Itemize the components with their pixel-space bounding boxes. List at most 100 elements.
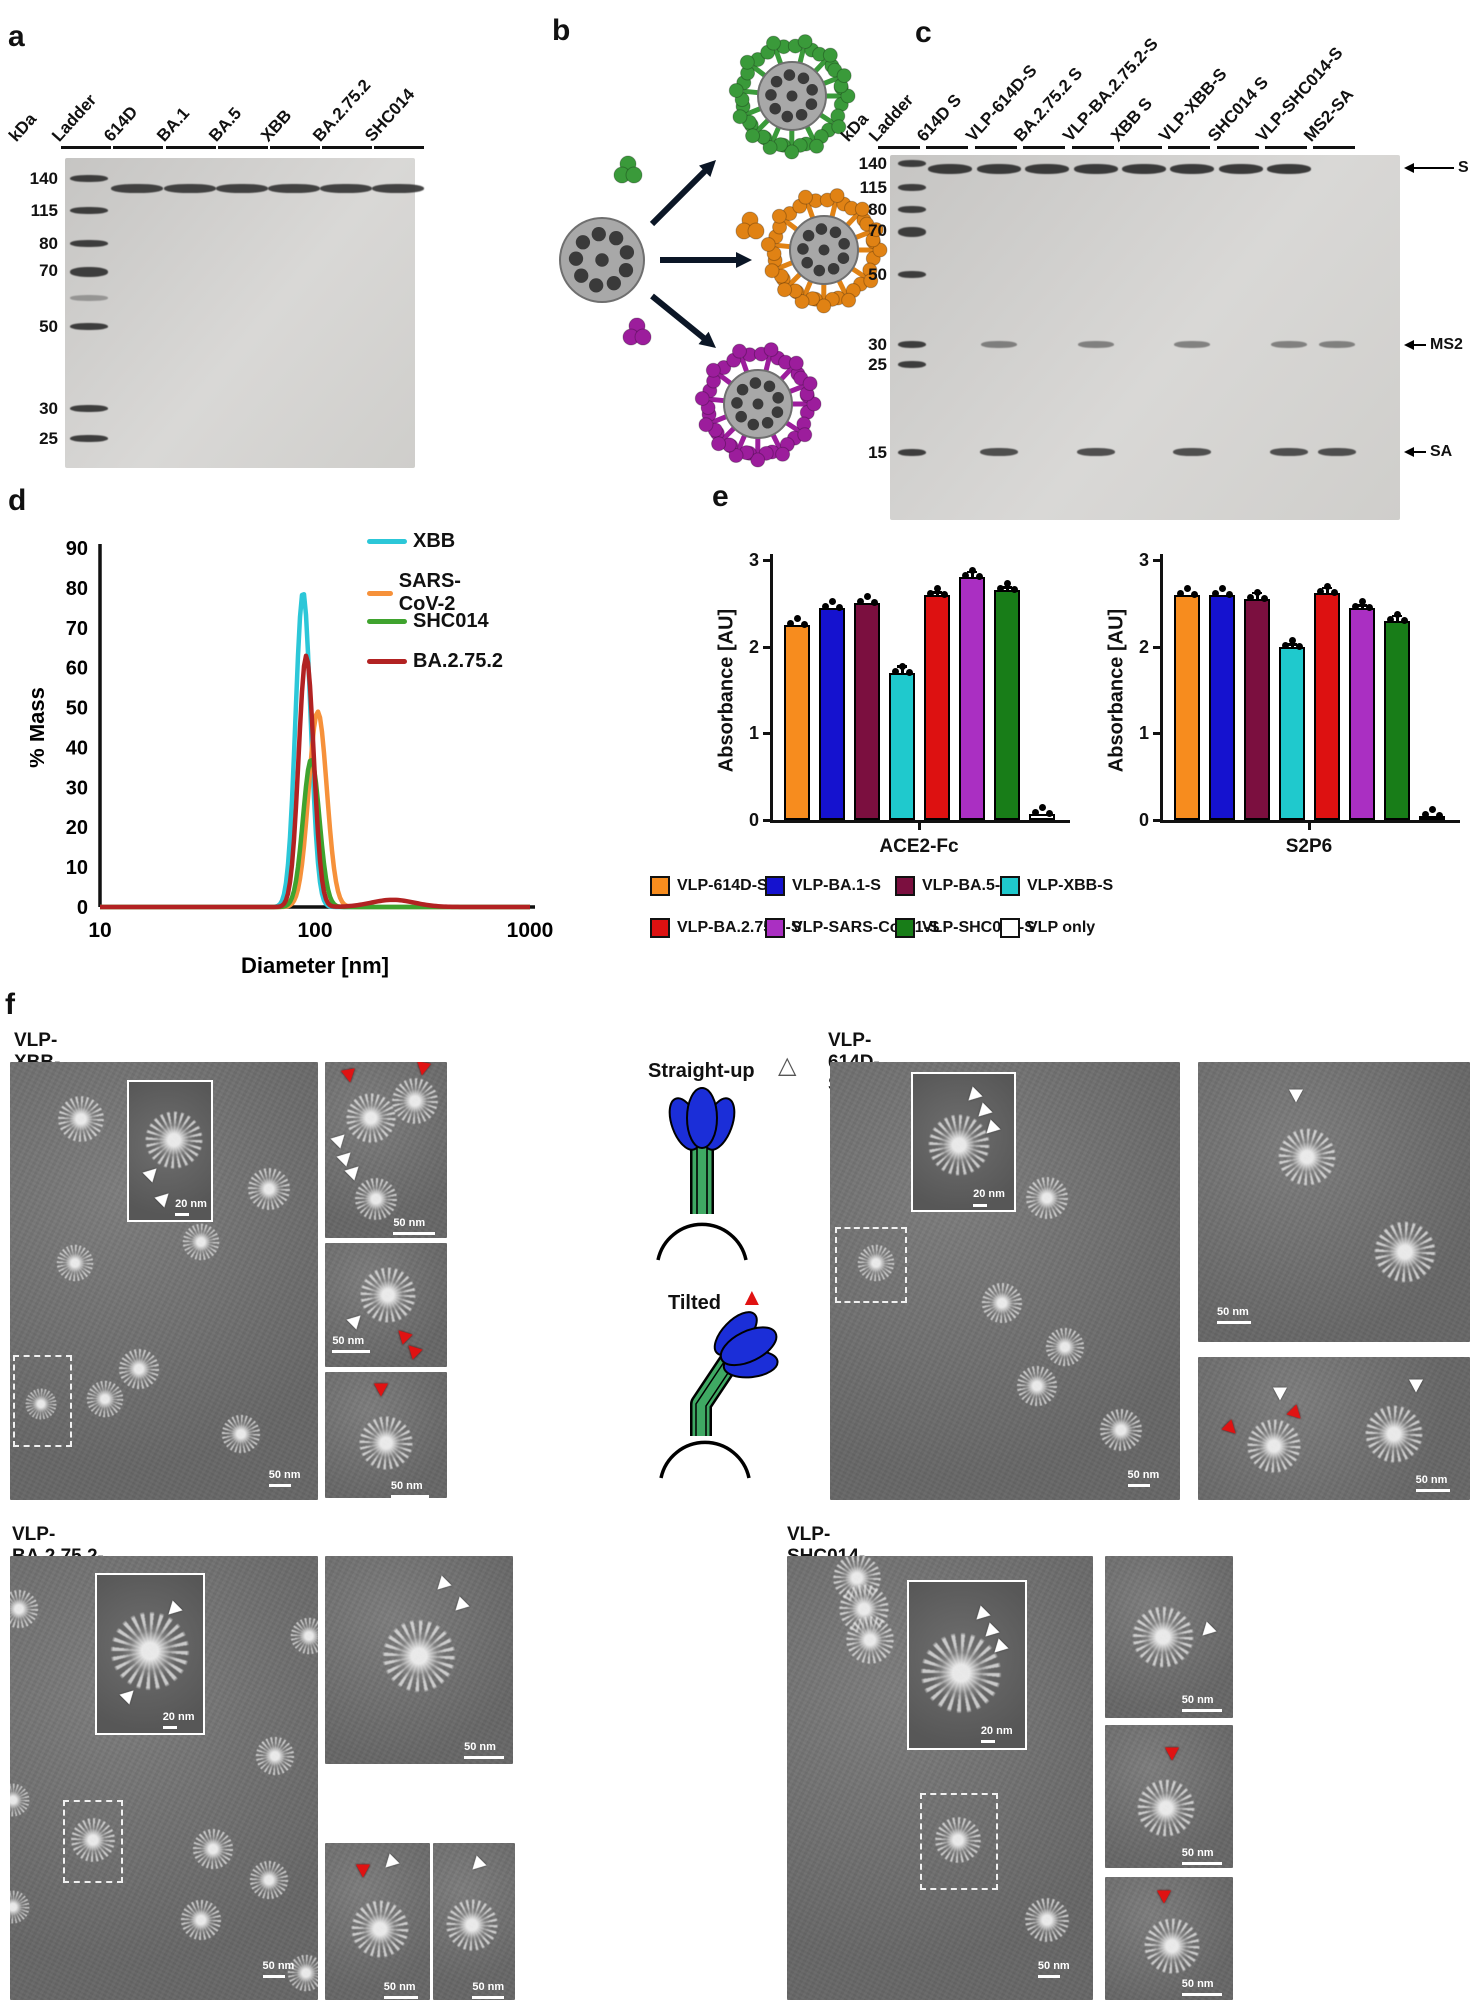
y-tick-label: 0: [1138, 810, 1149, 830]
white-arrowhead-icon: [380, 1853, 400, 1873]
y-axis-label: Absorbance [AU]: [715, 608, 738, 773]
vlp-particle: [1362, 1403, 1425, 1466]
em-inset-zoom: 20 nm: [906, 1579, 1027, 1751]
svg-text:% Mass: % Mass: [30, 687, 49, 768]
vlp-particle: [1129, 1604, 1196, 1670]
kda-marker-15: 15: [868, 443, 887, 462]
scale-bar-line: [472, 1996, 505, 2000]
ms2-band: [981, 341, 1017, 348]
y-tick: [1153, 646, 1161, 649]
kda-marker-70: 70: [39, 261, 58, 280]
ms2-band: [1271, 341, 1307, 348]
scale-bar: 50 nm: [268, 1469, 301, 1488]
svg-text:Diameter [nm]: Diameter [nm]: [241, 953, 389, 978]
lane-label: 614D S: [913, 90, 966, 146]
replicate-dot: [1282, 642, 1289, 649]
tilted-spike-diagram: [659, 1311, 779, 1479]
bar-VLP-BA.2.75.2-S: [1314, 593, 1340, 820]
ladder-band-80: [70, 240, 108, 247]
svg-text:10: 10: [66, 857, 88, 879]
vlp-particle: [925, 1111, 992, 1178]
spike-band: [268, 184, 320, 193]
white-arrowhead-icon: [450, 1596, 470, 1616]
replicate-dot: [1004, 580, 1011, 587]
panel-b-label: b: [552, 14, 571, 47]
svg-text:40: 40: [66, 737, 88, 759]
em-micrograph-crop: 50 nm: [325, 1843, 430, 2000]
y-tick: [763, 559, 771, 562]
dls-legend-item: SHC014: [367, 610, 489, 633]
ms2-core: [559, 217, 645, 303]
svg-text:60: 60: [66, 658, 88, 680]
dls-legend-item: SARS-CoV-2: [367, 570, 475, 616]
white-arrowhead-icon: [1272, 1387, 1287, 1401]
band-arrow-label: MS2: [1430, 336, 1463, 353]
y-tick-label: 3: [1138, 550, 1149, 570]
scale-bar: 20 nm: [162, 1711, 194, 1729]
y-axis: [770, 554, 773, 820]
red-arrow-icon: [374, 1383, 389, 1397]
conjugation-arrow-icon: [660, 252, 752, 268]
kda-marker-140: 140: [858, 154, 887, 173]
vlp-particle: [344, 1091, 399, 1146]
ladder-band-70: [898, 227, 926, 237]
arrow-shaft: [1414, 343, 1426, 347]
sa-band: [1173, 448, 1211, 456]
replicate-dot: [857, 598, 864, 605]
s-band: [1170, 164, 1214, 174]
replicate-dot: [801, 621, 808, 628]
scale-bar: 50 nm: [1127, 1469, 1159, 1488]
scale-bar-line: [973, 1203, 988, 1207]
scale-bar-label: 50 nm: [464, 1741, 496, 1754]
replicate-dot: [1254, 589, 1261, 596]
scale-bar-line: [162, 1725, 177, 1729]
scale-bar: 50 nm: [464, 1741, 505, 1760]
dashed-selection-box: [920, 1793, 999, 1890]
panel-d-label: d: [8, 484, 27, 517]
y-tick: [763, 819, 771, 822]
bar-VLP-BA.5-S: [1244, 599, 1270, 820]
arrow-shaft: [1414, 166, 1454, 170]
white-arrowhead-icon: [963, 1086, 983, 1106]
svg-text:80: 80: [66, 578, 88, 600]
dls-legend-item: XBB: [367, 530, 455, 553]
scale-bar-label: 20 nm: [980, 1724, 1013, 1737]
error-bar: [971, 571, 974, 577]
scale-bar-line: [262, 1975, 285, 1979]
y-tick-label: 2: [1138, 637, 1149, 657]
replicate-dot: [1039, 804, 1046, 811]
ladder-band-140: [70, 175, 108, 182]
replicate-dot: [927, 590, 934, 597]
y-axis: [1160, 554, 1163, 820]
lane-underline: [926, 146, 968, 149]
red-arrow-icon: [355, 1864, 370, 1878]
scale-bar-label: 50 nm: [262, 1960, 295, 1973]
scale-bar-label: 50 nm: [1181, 1846, 1214, 1859]
ms2-band: [1174, 341, 1210, 348]
gel-image: [890, 155, 1400, 520]
ladder-band-115: [70, 207, 108, 214]
y-tick: [1153, 732, 1161, 735]
bar-VLP-614D-S: [1174, 595, 1200, 820]
scale-bar-label: 50 nm: [332, 1334, 365, 1347]
legend-label: XBB: [413, 530, 456, 552]
svg-text:50: 50: [66, 698, 88, 720]
kda-marker-50: 50: [39, 317, 58, 336]
em-micrograph-crop: 50 nm: [1198, 1357, 1470, 1500]
svg-text:90: 90: [66, 538, 88, 560]
white-arrowhead-icon: [154, 1188, 174, 1208]
conjugation-arrow-icon: [650, 293, 716, 348]
replicate-dot: [1324, 583, 1331, 590]
vlp-particle: [1014, 1364, 1059, 1409]
dashed-selection-box: [13, 1355, 72, 1448]
lane-underline: [1023, 146, 1065, 149]
legend-line-swatch: [367, 659, 407, 664]
legend-line-swatch: [367, 590, 393, 596]
error-bar: [1326, 587, 1329, 593]
lane-label: Ladder: [48, 90, 101, 146]
replicate-dot: [1226, 591, 1233, 598]
error-bar-cap: [1357, 604, 1367, 607]
legend-swatch: [895, 876, 915, 896]
scale-bar-line: [383, 1996, 418, 2000]
